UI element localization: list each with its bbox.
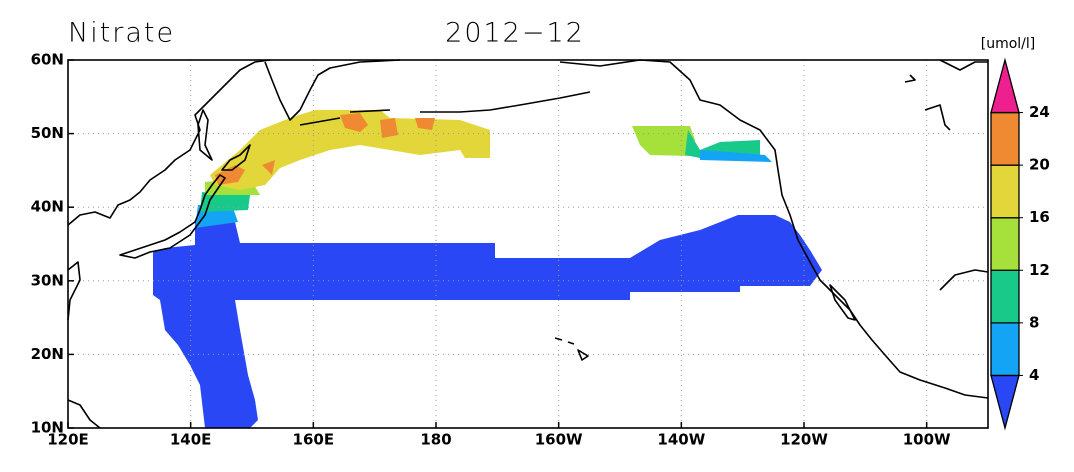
colorbar-swatch bbox=[990, 164, 1020, 219]
x-tick-label: 160W bbox=[535, 431, 583, 449]
nitrate-field bbox=[153, 110, 822, 428]
field-high bbox=[632, 126, 695, 156]
y-tick-label: 30N bbox=[31, 271, 64, 289]
y-tick-label: 10N bbox=[31, 419, 64, 437]
x-tick-label: 120E bbox=[47, 431, 89, 449]
colorbar-label: 24 bbox=[1029, 103, 1050, 121]
colorbar-label: 8 bbox=[1029, 313, 1039, 331]
colorbar-swatch bbox=[990, 269, 1020, 324]
x-tick-label: 100W bbox=[903, 431, 951, 449]
colorbar-swatch bbox=[990, 322, 1020, 377]
x-tick-label: 140W bbox=[657, 431, 705, 449]
unit: [umol/l] bbox=[981, 36, 1036, 52]
colorbar-label: 4 bbox=[1029, 366, 1039, 384]
y-tick-label: 60N bbox=[31, 51, 64, 69]
colorbar-swatch bbox=[990, 111, 1020, 166]
x-tick-label: 120W bbox=[780, 431, 828, 449]
field-top bbox=[215, 113, 435, 185]
map-frame bbox=[67, 59, 989, 429]
title: Nitrate bbox=[68, 18, 175, 49]
x-tick-label: 160E bbox=[293, 431, 335, 449]
date: 2012−12 bbox=[445, 18, 585, 49]
field-high bbox=[210, 110, 490, 190]
y-tick-label: 20N bbox=[31, 345, 64, 363]
x-tick-label: 180 bbox=[420, 431, 451, 449]
x-tick-label: 140E bbox=[170, 431, 212, 449]
field-low bbox=[153, 215, 822, 428]
colorbar-label: 20 bbox=[1029, 156, 1050, 174]
field-mid bbox=[700, 150, 772, 162]
coastlines bbox=[67, 59, 989, 429]
colorbar-label: 12 bbox=[1029, 261, 1050, 279]
colorbar-swatch bbox=[990, 217, 1020, 271]
y-tick-label: 50N bbox=[31, 124, 64, 142]
y-tick-label: 40N bbox=[31, 198, 64, 216]
colorbar-swatch bbox=[990, 374, 1020, 431]
colorbar-label: 16 bbox=[1029, 208, 1050, 226]
colorbar-swatch bbox=[990, 57, 1020, 114]
